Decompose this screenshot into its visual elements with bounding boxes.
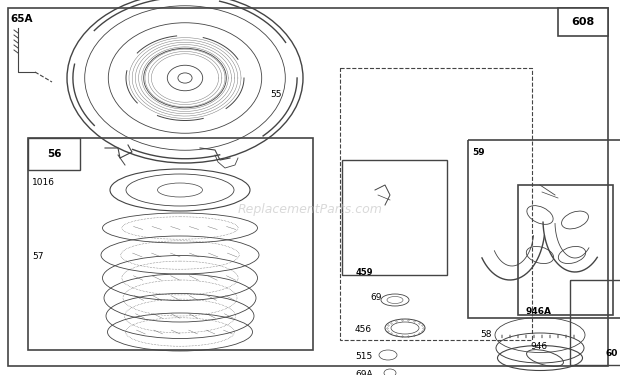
Text: 57: 57: [32, 252, 43, 261]
Text: 946: 946: [530, 342, 547, 351]
Text: 456: 456: [355, 325, 372, 334]
Text: 58: 58: [480, 330, 492, 339]
Text: 65A: 65A: [10, 14, 32, 24]
Text: 56: 56: [46, 149, 61, 159]
Bar: [342, 160, 447, 275]
Bar: [558, 8, 608, 36]
Text: 60: 60: [606, 349, 618, 358]
Bar: [518, 185, 613, 315]
Text: ReplacementParts.com: ReplacementParts.com: [237, 204, 383, 216]
Text: 55: 55: [270, 90, 281, 99]
Bar: [468, 140, 620, 318]
Bar: [28, 138, 313, 350]
Bar: [28, 138, 80, 170]
Text: 69A: 69A: [355, 370, 373, 375]
Bar: [340, 68, 532, 340]
Text: 946A: 946A: [526, 307, 552, 316]
Bar: [570, 280, 620, 365]
Text: 69: 69: [370, 293, 381, 302]
Text: 59: 59: [472, 148, 485, 157]
Text: 459: 459: [356, 268, 373, 277]
Text: 608: 608: [572, 17, 595, 27]
Text: 1016: 1016: [32, 178, 55, 187]
Text: 515: 515: [355, 352, 372, 361]
